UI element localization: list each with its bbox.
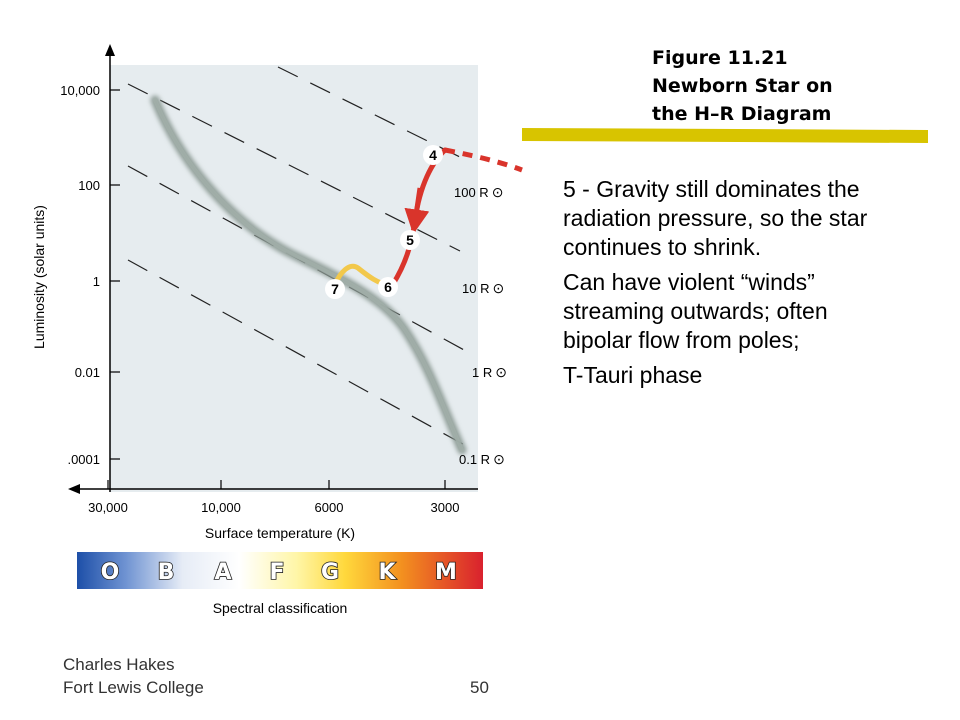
spectral-class-o: O	[101, 560, 120, 585]
y-tick-label: 1	[93, 274, 100, 289]
radius-label-10: 10 R ⊙	[462, 280, 504, 296]
y-axis-label: Luminosity (solar units)	[31, 205, 47, 349]
y-tick-label: 100	[78, 178, 100, 193]
body-paragraph: Can have violent “winds” streaming outwa…	[563, 269, 828, 353]
caption-line-1: Figure 11.21	[652, 47, 788, 69]
caption-line-3: the H–R Diagram	[652, 103, 832, 125]
spectral-class-k: K	[378, 560, 396, 585]
spectral-class-g: G	[321, 560, 339, 585]
x-axis-label: Surface temperature (K)	[205, 525, 355, 541]
slide-body: 5 - Gravity still dominates the radiatio…	[563, 175, 893, 396]
y-tick-label: 10,000	[60, 83, 100, 98]
spectral-letters: O B A F G K M	[100, 559, 458, 586]
spectral-class-m: M	[435, 560, 457, 585]
y-tick-labels: 10,000 100 1 0.01 .0001	[60, 83, 100, 467]
x-tick-label: 30,000	[88, 500, 128, 515]
track-point-5: 5	[406, 232, 414, 248]
spectral-bar	[77, 552, 483, 589]
radius-labels: 100 R ⊙ 10 R ⊙ 1 R ⊙ 0.1 R ⊙	[454, 184, 507, 467]
radius-line-1	[127, 259, 471, 449]
caption-underline	[522, 128, 928, 143]
body-paragraph: 5 - Gravity still dominates the radiatio…	[563, 176, 868, 260]
footer-page-number: 50	[470, 678, 489, 697]
track-point-markers: 4 5 6 7	[325, 145, 443, 299]
spectral-class-a: A	[214, 560, 231, 585]
spectral-label: Spectral classification	[213, 600, 348, 616]
figure-caption: Figure 11.21 Newborn Star on the H–R Dia…	[652, 44, 892, 128]
caption-line-2: Newborn Star on	[652, 75, 833, 97]
x-axis-arrow	[68, 484, 80, 494]
radius-label-1: 1 R ⊙	[472, 364, 507, 380]
track-point-4: 4	[429, 147, 437, 163]
x-tick-labels: 30,000 10,000 6000 3000	[88, 500, 459, 515]
track-point-7: 7	[331, 281, 339, 297]
footer-author: Charles Hakes	[63, 655, 175, 674]
radius-label-100: 100 R ⊙	[454, 184, 503, 200]
x-tick-label: 6000	[315, 500, 344, 515]
hr-diagram: 4 5 6 7 100 R ⊙ 10 R ⊙ 1 R ⊙ 0.1 R ⊙	[31, 44, 523, 616]
x-tick-label: 3000	[431, 500, 460, 515]
spectral-class-f: F	[269, 560, 284, 585]
y-axis-arrow	[105, 44, 115, 56]
footer-institution: Fort Lewis College	[63, 678, 204, 697]
track-point-6: 6	[384, 279, 392, 295]
x-tick-label: 10,000	[201, 500, 241, 515]
y-tick-label: 0.01	[75, 365, 100, 380]
spectral-class-b: B	[158, 560, 175, 585]
track-dotted-extension	[444, 147, 523, 173]
body-paragraph: T-Tauri phase	[563, 362, 703, 388]
radius-label-0-1: 0.1 R ⊙	[459, 451, 505, 467]
y-tick-label: .0001	[67, 452, 100, 467]
